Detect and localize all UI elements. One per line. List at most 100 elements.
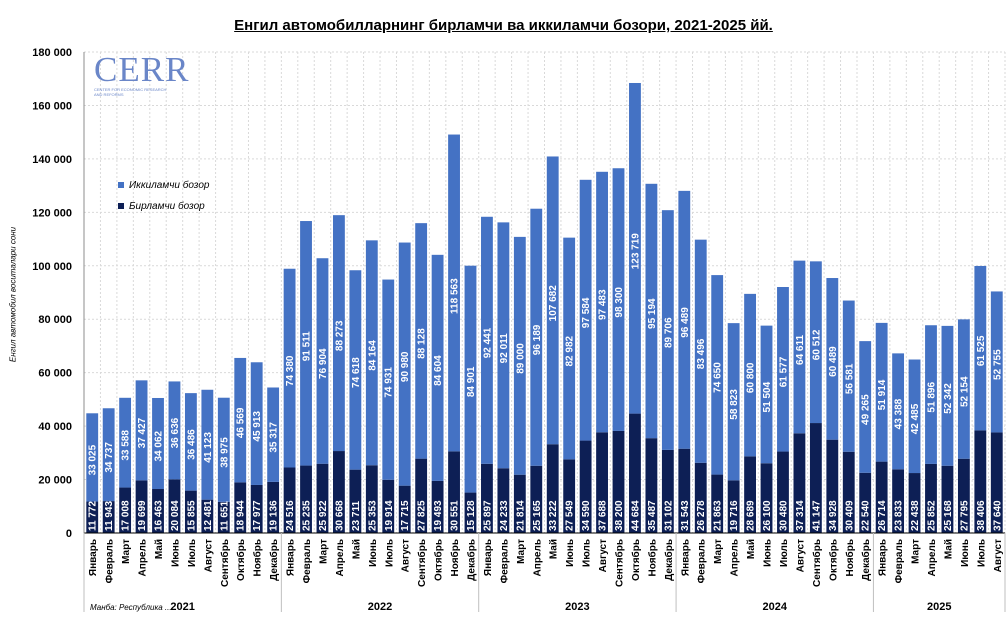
bar-secondary [332,215,345,452]
bar-primary [596,432,608,533]
value-label-primary: 16 463 [154,500,165,531]
bar-primary [826,439,839,533]
bar-secondary [694,239,707,463]
x-tick-label: Август [993,539,1004,572]
bar-primary [925,463,937,533]
value-label-secondary: 83 496 [696,338,707,369]
bar-primary [661,449,674,533]
value-label-primary: 27 795 [959,500,970,531]
value-label-secondary: 45 913 [252,411,263,442]
bar-primary [497,468,510,533]
bar-secondary [925,325,937,464]
x-tick-label: Август [401,539,412,572]
x-tick-label: Август [203,539,214,572]
value-label-primary: 21 814 [515,500,526,531]
value-label-primary: 19 699 [137,500,148,531]
y-tick-label: 60 000 [38,368,72,380]
bar-primary [365,465,378,533]
x-tick-label: Октябрь [433,539,445,581]
x-tick-label: Октябрь [630,539,642,581]
x-tick-label: Май [549,539,560,559]
grid-layer [83,51,1006,534]
bar-primary [694,462,707,533]
x-tick-label: Январь [286,539,297,576]
value-label-primary: 34 590 [581,500,592,531]
bar-primary [168,479,181,533]
value-label-primary: 24 516 [285,500,296,531]
bar-primary [398,485,411,533]
logo-text: CERR [94,50,190,89]
bar-primary [859,472,872,533]
value-label-secondary: 61 525 [976,335,987,366]
value-label-primary: 19 716 [729,500,740,531]
bar-primary [135,480,148,533]
bar-secondary [908,359,921,474]
value-label-primary: 19 493 [433,500,444,531]
bar-secondary [793,260,806,434]
value-label-secondary: 118 563 [450,278,461,314]
bar-primary [777,451,789,533]
value-label-secondary: 38 975 [219,437,230,468]
x-tick-label: Февраль [894,539,905,583]
bar-secondary [842,300,855,452]
x-tick-label: Июль [187,539,198,567]
bar-secondary [957,319,970,459]
value-label-secondary: 43 388 [894,398,905,429]
value-label-primary: 31 102 [663,500,674,531]
value-label-primary: 33 222 [548,500,559,531]
value-label-primary: 34 928 [828,500,839,531]
value-label-primary: 37 688 [598,500,609,531]
value-label-secondary: 36 636 [170,417,181,448]
value-label-secondary: 97 483 [598,289,609,320]
value-label-primary: 25 165 [532,500,543,531]
bar-secondary [217,397,230,502]
bar-primary [250,484,263,533]
year-group-label: 2022 [368,601,392,613]
bar-secondary [431,254,444,481]
bar-primary [629,413,641,533]
y-tick-label: 20 000 [38,475,72,487]
value-label-primary: 11 943 [104,501,115,531]
bar-primary [152,489,164,533]
value-label-primary: 41 147 [811,500,822,531]
year-group-label: 2025 [927,601,951,613]
x-tick-label: Июнь [368,539,379,567]
value-label-secondary: 34 737 [104,442,115,473]
value-label-secondary: 89 000 [515,343,526,374]
y-tick-label: 0 [66,528,72,540]
x-tick-label: Ноябрь [844,539,856,576]
value-label-primary: 19 914 [384,500,395,531]
value-label-primary: 21 863 [713,500,724,531]
bar-secondary [250,362,263,485]
bar-primary [957,458,970,533]
x-tick-label: Январь [483,539,494,576]
year-group-label: 2023 [565,601,589,613]
x-tick-label: Апрель [335,539,346,576]
x-tick-label: Апрель [927,539,938,576]
x-tick-label: Сентябрь [416,539,428,587]
x-tick-label: Февраль [105,539,116,583]
value-label-secondary: 92 441 [482,327,493,358]
value-label-primary: 30 668 [334,500,345,531]
bar-secondary [481,216,493,464]
x-tick-label: Март [911,539,922,564]
value-label-secondary: 42 485 [910,403,921,434]
x-tick-label: Сентябрь [811,539,823,587]
x-tick-label: Март [318,539,329,564]
value-label-secondary: 97 584 [581,297,592,328]
bar-primary [875,461,888,533]
y-axis-label: Енгил автомобил воситалари сони [8,226,18,363]
bar-secondary [382,279,395,480]
bar-primary [382,479,395,533]
x-tick-label: Июль [582,539,593,567]
value-label-secondary: 96 489 [680,307,691,338]
bar-secondary [645,183,658,439]
value-label-secondary: 64 611 [795,334,806,364]
value-label-secondary: 61 577 [778,356,789,387]
bar-primary [908,473,921,533]
value-label-secondary: 107 682 [548,285,559,322]
bar-secondary [135,380,148,481]
bar-secondary [990,291,1003,433]
value-label-primary: 12 481 [203,500,214,531]
value-label-primary: 17 977 [252,500,263,531]
